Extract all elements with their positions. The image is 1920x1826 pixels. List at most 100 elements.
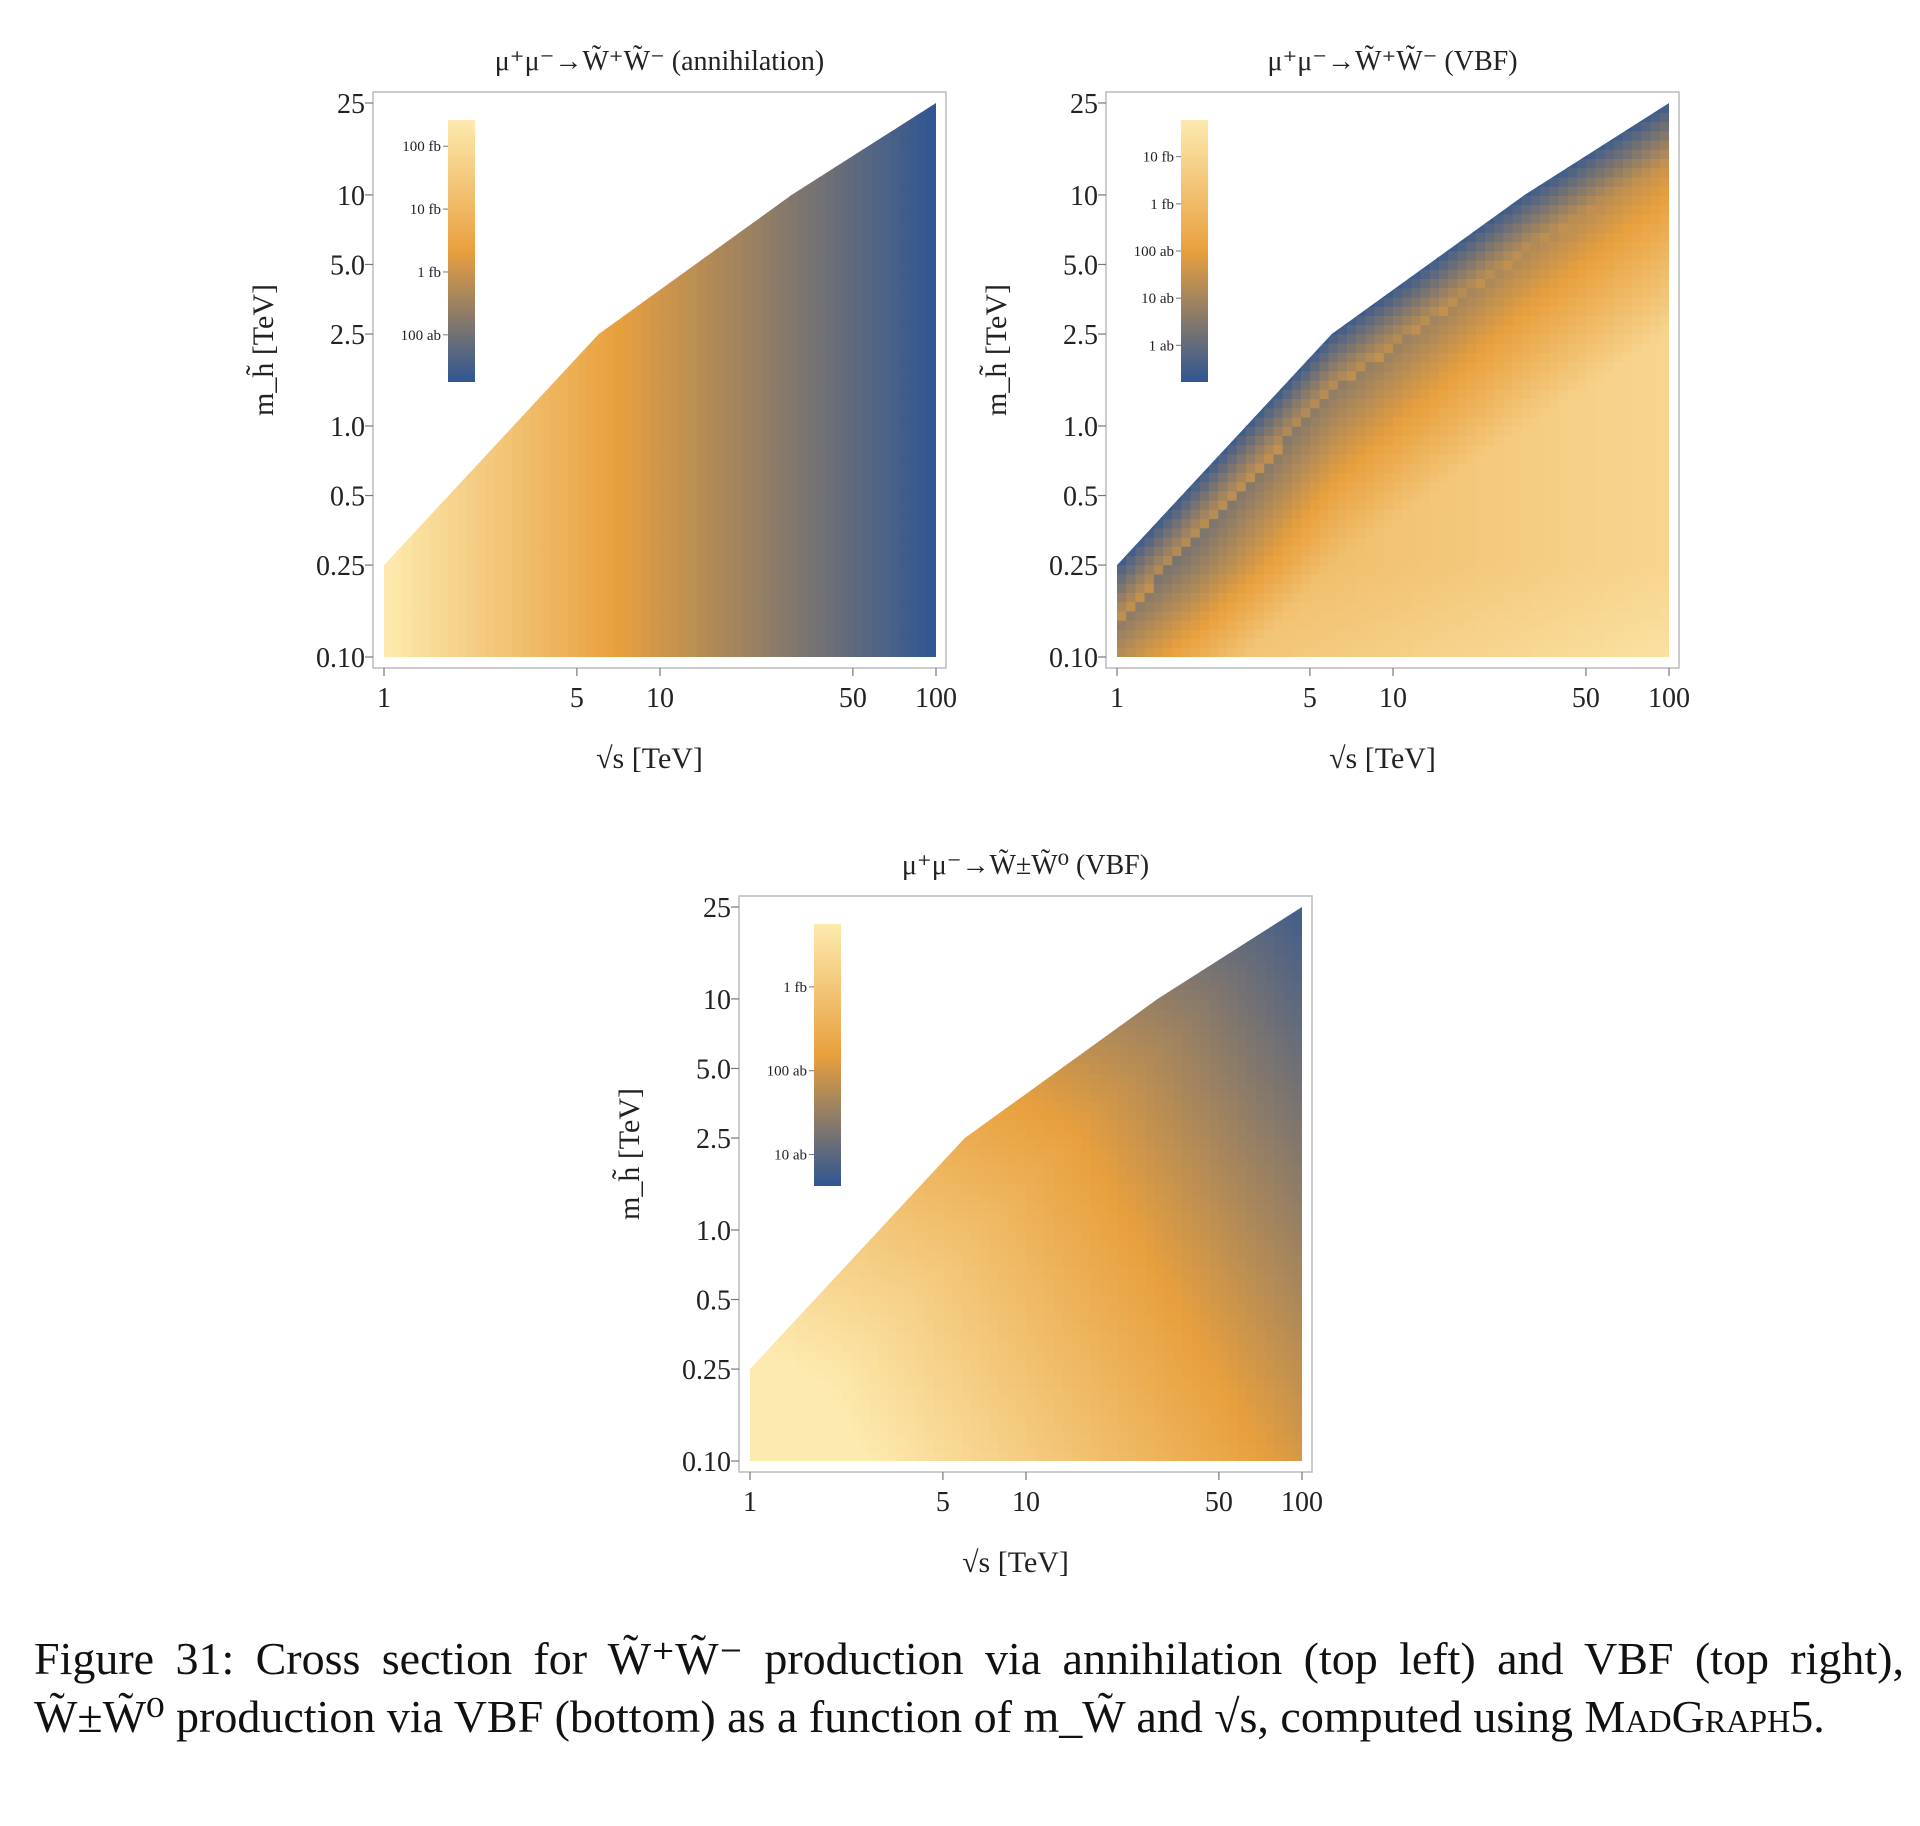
heatmap-cell (1135, 638, 1146, 649)
heatmap-cell (448, 444, 459, 455)
heatmap-cell (595, 416, 606, 427)
heatmap-cell (393, 416, 403, 427)
heatmap-cell (660, 223, 670, 233)
heatmap-cell (825, 176, 836, 187)
heatmap-cell (503, 204, 514, 215)
heatmap-cell (568, 416, 578, 427)
heatmap-cell (549, 444, 560, 455)
heatmap-cell (503, 158, 514, 169)
heatmap-cell (862, 361, 873, 372)
heatmap-cell (411, 380, 422, 390)
heatmap-cell (761, 195, 771, 206)
heatmap-cell (586, 426, 597, 436)
heatmap-cell (522, 472, 532, 483)
heatmap-cell (816, 139, 827, 150)
heatmap-cell (476, 287, 486, 298)
heatmap-cell (595, 647, 606, 657)
heatmap-cell (853, 444, 863, 455)
heatmap-cell (1264, 278, 1274, 289)
heatmap-cell (880, 370, 891, 381)
heatmap-cell (641, 527, 652, 538)
heatmap-cell (844, 352, 854, 363)
heatmap-cell (568, 343, 578, 353)
heatmap-cell (825, 306, 836, 316)
heatmap-cell (1126, 546, 1136, 557)
heatmap-cell (696, 121, 707, 132)
heatmap-cell (411, 435, 422, 446)
heatmap-cell (476, 223, 486, 233)
y-tick-label: 2.5 (330, 320, 365, 351)
heatmap-cell (604, 610, 615, 621)
heatmap-cell (604, 564, 615, 575)
heatmap-cell (586, 527, 597, 538)
heatmap-cell (531, 324, 541, 335)
heatmap-cell (871, 564, 882, 575)
heatmap-cell (724, 232, 735, 243)
heatmap-cell (844, 232, 854, 243)
heatmap-cell (466, 444, 477, 455)
heatmap-cell (420, 555, 431, 566)
heatmap-cell (660, 472, 670, 483)
heatmap-cell (604, 232, 615, 243)
heatmap-cell (1245, 241, 1256, 252)
heatmap-cell (1172, 509, 1182, 520)
heatmap-cell (604, 546, 615, 557)
heatmap-cell (1172, 130, 1182, 141)
heatmap-cell (1264, 527, 1274, 538)
heatmap-cell (604, 527, 615, 538)
heatmap-cell (788, 629, 799, 640)
heatmap-cell (641, 518, 652, 529)
heatmap-cell (448, 453, 459, 464)
heatmap-cell (816, 158, 827, 169)
heatmap-cell (439, 121, 449, 132)
heatmap-cell (1126, 398, 1136, 409)
heatmap-cell (1163, 213, 1173, 224)
heatmap-cell (586, 306, 597, 316)
heatmap-cell (503, 176, 514, 187)
heatmap-cell (641, 204, 652, 215)
heatmap-cell (798, 518, 808, 529)
heatmap-cell (439, 352, 449, 363)
heatmap-cell (476, 398, 486, 409)
heatmap-cell (899, 333, 909, 344)
heatmap-cell (1291, 223, 1302, 233)
heatmap-cell (476, 167, 486, 178)
heatmap-cell (485, 103, 495, 113)
heatmap-cell (660, 167, 670, 178)
heatmap-cell (531, 186, 541, 196)
heatmap-cell (568, 315, 578, 326)
heatmap-cell (825, 223, 836, 233)
heatmap-cell (899, 629, 909, 640)
heatmap-cell (733, 370, 744, 381)
heatmap-cell (807, 647, 817, 657)
heatmap-cell (549, 380, 560, 390)
heatmap-cell (899, 324, 909, 335)
heatmap-cell (1227, 380, 1238, 390)
heatmap-cell (485, 223, 495, 233)
heatmap-cell (420, 112, 431, 123)
heatmap-cell (1144, 269, 1155, 280)
heatmap-cell (742, 158, 753, 169)
heatmap-cell (834, 629, 845, 640)
heatmap-cell (402, 444, 413, 455)
heatmap-cell (1144, 389, 1155, 400)
heatmap-cell (1273, 333, 1284, 344)
heatmap-cell (798, 389, 808, 400)
heatmap-cell (761, 130, 771, 141)
heatmap-cell (540, 370, 551, 381)
heatmap-cell (1135, 112, 1146, 123)
heatmap-cell (844, 573, 854, 584)
heatmap-cell (1264, 389, 1274, 400)
heatmap-cell (669, 629, 679, 640)
heatmap-cell (890, 518, 900, 529)
heatmap-cell (494, 564, 505, 575)
heatmap-cell (1209, 407, 1219, 418)
heatmap-cell (733, 398, 744, 409)
heatmap-cell (1181, 647, 1192, 657)
heatmap-cell (393, 195, 403, 206)
heatmap-cell (890, 333, 900, 344)
heatmap-cell (1209, 352, 1219, 363)
heatmap-cell (660, 139, 670, 150)
heatmap-cell (862, 241, 873, 252)
heatmap-cell (522, 490, 532, 501)
